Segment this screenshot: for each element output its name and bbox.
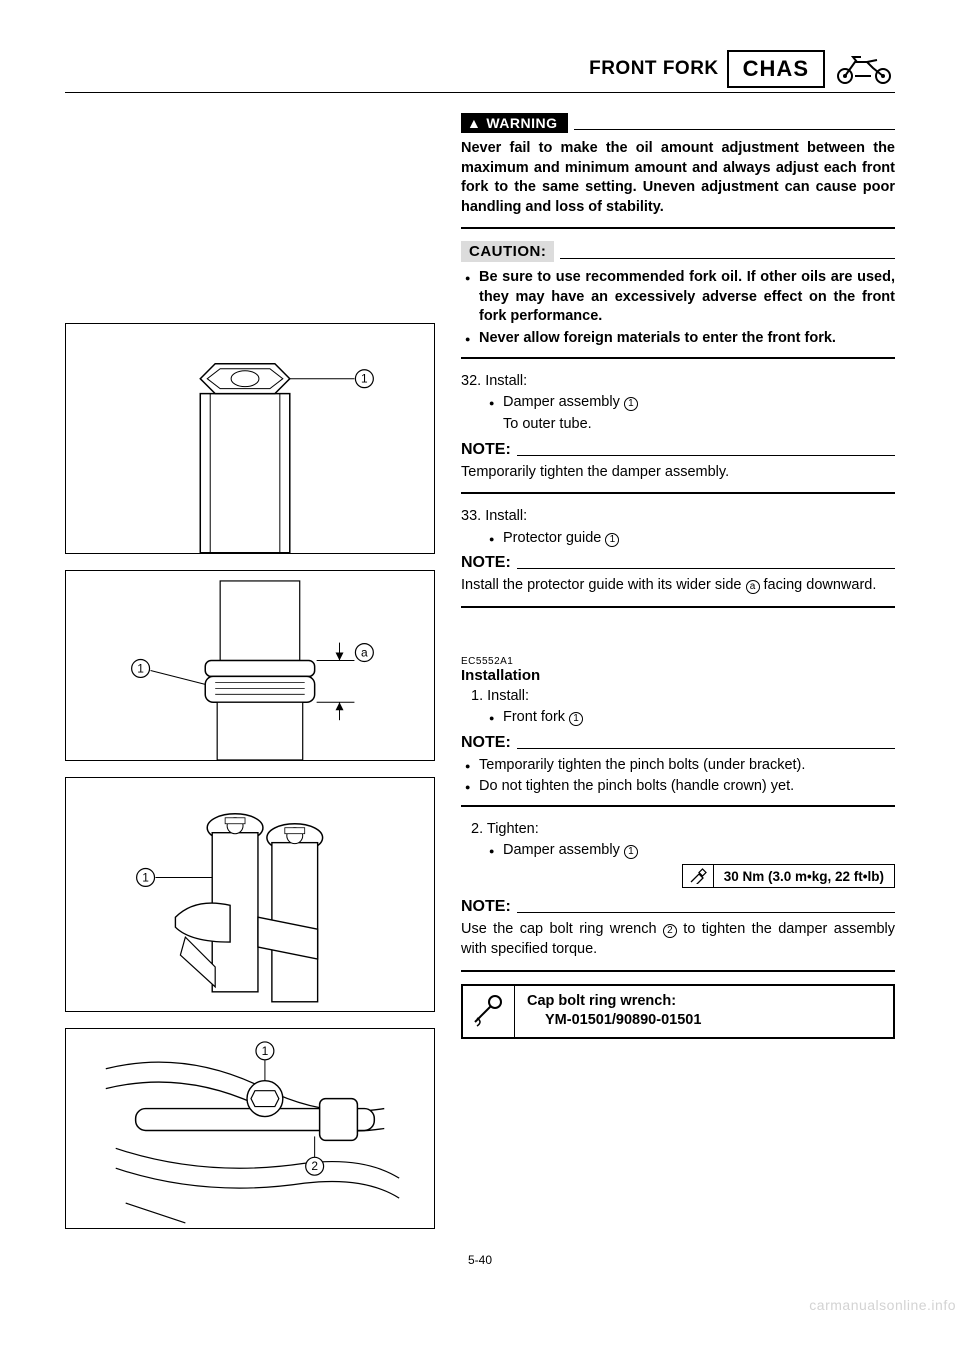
caution-item: Never allow foreign materials to enter t… [465, 329, 895, 349]
note-text: Use the cap bolt ring wrench 2 to tighte… [461, 920, 895, 959]
svg-text:a: a [361, 645, 368, 659]
callout-ref: a [746, 580, 760, 594]
chas-badge: CHAS [727, 50, 825, 88]
figures-column: 1 1 [65, 113, 435, 1245]
callout-ref: 1 [569, 712, 583, 726]
note-item: Do not tighten the pinch bolts (handle c… [465, 777, 895, 797]
warning-text: Never fail to make the oil amount adjust… [461, 139, 895, 217]
page-number: 5-40 [65, 1253, 895, 1267]
caution-header: CAUTION: [461, 241, 895, 262]
svg-text:1: 1 [142, 870, 149, 884]
rule [461, 227, 895, 229]
callout-ref: 2 [663, 924, 677, 938]
rule [461, 357, 895, 359]
torque-spec: 30 Nm (3.0 m•kg, 22 ft•lb) [682, 864, 895, 888]
motorcycle-icon [833, 52, 895, 86]
install-step-1-item: Front fork 1 [461, 708, 895, 728]
installation-heading: Installation [461, 667, 895, 684]
callout-ref: 1 [605, 533, 619, 547]
caution-list: Be sure to use recommended fork oil. If … [465, 268, 895, 348]
section-code: EC5552A1 [461, 656, 895, 667]
text-column: ▲ WARNING Never fail to make the oil amo… [461, 113, 895, 1245]
caution-badge: CAUTION: [461, 241, 554, 262]
svg-text:1: 1 [361, 372, 368, 386]
figure-cap-bolt-wrench: 1 2 [65, 1028, 435, 1229]
section-title: FRONT FORK [589, 58, 719, 80]
callout-ref: 1 [624, 397, 638, 411]
tool-name: Cap bolt ring wrench: [527, 992, 701, 1012]
tool-spec-box: Cap bolt ring wrench: YM-01501/90890-015… [461, 984, 895, 1039]
svg-text:1: 1 [262, 1044, 269, 1058]
step-33: 33. Install: [461, 506, 895, 526]
figure-protector-guide: 1 a [65, 570, 435, 761]
install-step-1: 1. Install: [461, 686, 895, 706]
header-rule [65, 92, 895, 93]
torque-icon [683, 865, 714, 887]
tool-part-number: YM-01501/90890-01501 [527, 1011, 701, 1031]
tool-icon [463, 986, 515, 1037]
step-32: 32. Install: [461, 371, 895, 391]
rule [461, 492, 895, 494]
watermark: carmanualsonline.info [0, 1297, 960, 1313]
step-33-item: Protector guide 1 [461, 529, 895, 549]
step-32-dest: To outer tube. [489, 414, 895, 434]
figure-damper-assembly: 1 [65, 323, 435, 554]
rule [461, 970, 895, 972]
rule [461, 606, 895, 608]
note-text: Temporarily tighten the damper assembly. [461, 463, 895, 483]
install-step-2: 2. Tighten: [461, 819, 895, 839]
warning-badge: ▲ WARNING [461, 113, 568, 133]
step-32-item: Damper assembly 1 To outer tube. [461, 393, 895, 435]
install-note1-list: Temporarily tighten the pinch bolts (und… [465, 756, 895, 797]
callout-ref: 1 [624, 845, 638, 859]
warning-label-text: WARNING [486, 115, 557, 131]
svg-text:1: 1 [137, 661, 144, 675]
note-header: NOTE: [461, 441, 895, 459]
note-text: Install the protector guide with its wid… [461, 576, 895, 596]
figure-front-fork-install: 1 [65, 777, 435, 1013]
rule [461, 805, 895, 807]
warning-triangle-icon: ▲ [467, 115, 481, 131]
note-header: NOTE: [461, 554, 895, 572]
page-header: FRONT FORK CHAS [65, 50, 895, 88]
svg-text:2: 2 [311, 1160, 318, 1174]
note-header: NOTE: [461, 734, 895, 752]
warning-header: ▲ WARNING [461, 113, 895, 133]
note-item: Temporarily tighten the pinch bolts (und… [465, 756, 895, 776]
note-header: NOTE: [461, 898, 895, 916]
caution-item: Be sure to use recommended fork oil. If … [465, 268, 895, 327]
torque-value: 30 Nm (3.0 m•kg, 22 ft•lb) [714, 865, 894, 887]
install-step-2-item: Damper assembly 1 [461, 841, 895, 861]
